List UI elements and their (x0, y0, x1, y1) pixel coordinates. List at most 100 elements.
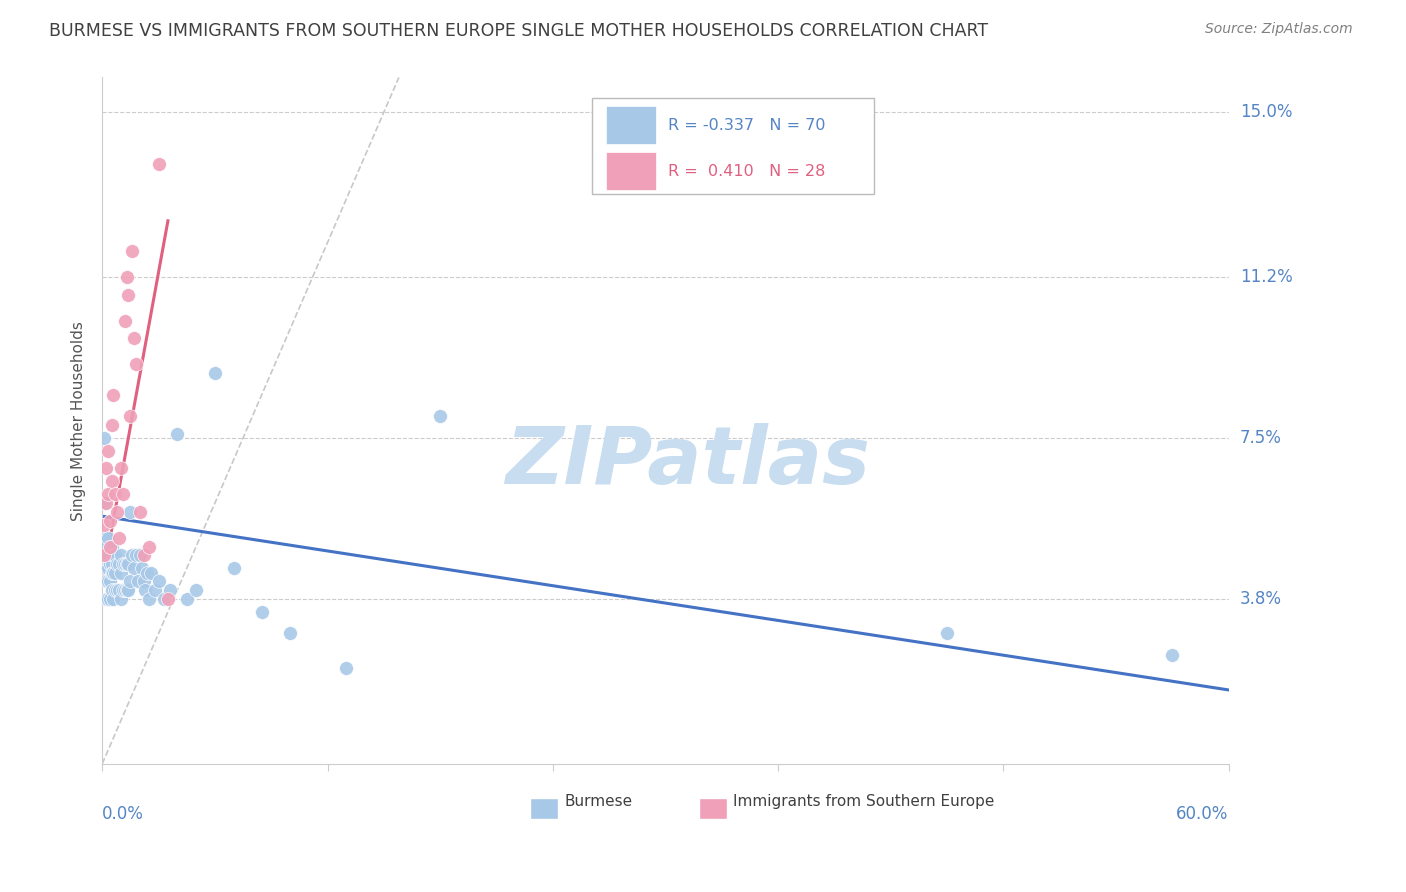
Point (103, 591, 125, 606)
Point (139, 566, 162, 580)
Point (127, 574, 149, 589)
Point (94, 540, 117, 554)
Point (103, 549, 125, 563)
Point (94, 574, 117, 589)
Point (103, 566, 125, 580)
Text: R =  0.410   N = 28: R = 0.410 N = 28 (668, 163, 825, 178)
Point (114, 582, 136, 597)
Point (125, 357, 148, 371)
Point (108, 557, 131, 571)
Point (120, 409, 142, 424)
Point (204, 366, 226, 380)
Point (125, 549, 148, 563)
Point (114, 557, 136, 571)
Point (97, 531, 120, 545)
Point (93, 531, 115, 545)
Point (115, 557, 138, 571)
Point (98, 540, 121, 554)
Point (115, 270, 138, 285)
Point (100, 582, 122, 597)
Point (138, 540, 160, 554)
Text: BURMESE VS IMMIGRANTS FROM SOUTHERN EUROPE SINGLE MOTHER HOUSEHOLDS CORRELATION : BURMESE VS IMMIGRANTS FROM SOUTHERN EURO… (49, 22, 988, 40)
Point (110, 591, 132, 606)
Point (108, 582, 131, 597)
Point (111, 557, 134, 571)
Point (108, 531, 131, 545)
Point (98, 557, 121, 571)
Point (936, 626, 959, 640)
Point (97, 487, 120, 501)
Point (94, 461, 117, 475)
Point (114, 314, 136, 328)
Y-axis label: Single Mother Households: Single Mother Households (72, 321, 86, 521)
Bar (530, 798, 558, 819)
Point (98, 591, 121, 606)
Point (110, 461, 132, 475)
Point (103, 387, 125, 401)
Point (159, 582, 181, 597)
Point (100, 557, 122, 571)
Point (136, 566, 159, 580)
Point (128, 505, 150, 519)
Point (97, 574, 120, 589)
Point (117, 557, 139, 571)
Point (111, 582, 134, 597)
Point (98, 514, 121, 528)
Point (153, 591, 176, 606)
Point (111, 487, 134, 501)
Point (156, 591, 179, 606)
Point (120, 574, 142, 589)
Point (148, 574, 170, 589)
Point (115, 582, 138, 597)
Point (94, 561, 117, 575)
Text: 60.0%: 60.0% (1177, 805, 1229, 823)
Point (120, 505, 142, 519)
Bar (606, 106, 657, 144)
Text: Burmese: Burmese (564, 794, 633, 809)
Point (222, 561, 245, 575)
Point (94, 552, 117, 566)
Point (134, 582, 156, 597)
Point (104, 487, 127, 501)
Point (93, 431, 115, 445)
Point (131, 561, 153, 575)
Point (1161, 648, 1184, 663)
Point (93, 496, 115, 510)
Point (143, 582, 166, 597)
Point (98, 540, 121, 554)
Text: 3.8%: 3.8% (1240, 590, 1282, 607)
Point (97, 444, 120, 458)
Point (105, 582, 128, 597)
Point (100, 417, 122, 432)
Text: 0.0%: 0.0% (103, 805, 143, 823)
Point (117, 287, 139, 301)
Point (97, 591, 120, 606)
Point (110, 549, 132, 563)
Point (105, 557, 128, 571)
Point (94, 591, 117, 606)
FancyBboxPatch shape (592, 98, 875, 194)
Point (166, 426, 188, 441)
Point (105, 505, 128, 519)
Point (128, 549, 150, 563)
Point (104, 566, 127, 580)
Point (98, 574, 121, 589)
Point (132, 574, 155, 589)
Point (100, 566, 122, 580)
Text: 15.0%: 15.0% (1240, 103, 1292, 121)
Text: R = -0.337   N = 70: R = -0.337 N = 70 (668, 118, 825, 133)
Point (138, 591, 160, 606)
Point (93, 517, 115, 532)
Point (100, 475, 122, 489)
Point (97, 549, 120, 563)
Point (104, 549, 127, 563)
Point (148, 157, 170, 171)
Point (278, 626, 301, 640)
Point (176, 591, 198, 606)
Point (335, 661, 357, 675)
Point (104, 582, 127, 597)
Point (100, 540, 122, 554)
Point (117, 582, 139, 597)
Text: 11.2%: 11.2% (1240, 268, 1292, 286)
Point (110, 566, 132, 580)
